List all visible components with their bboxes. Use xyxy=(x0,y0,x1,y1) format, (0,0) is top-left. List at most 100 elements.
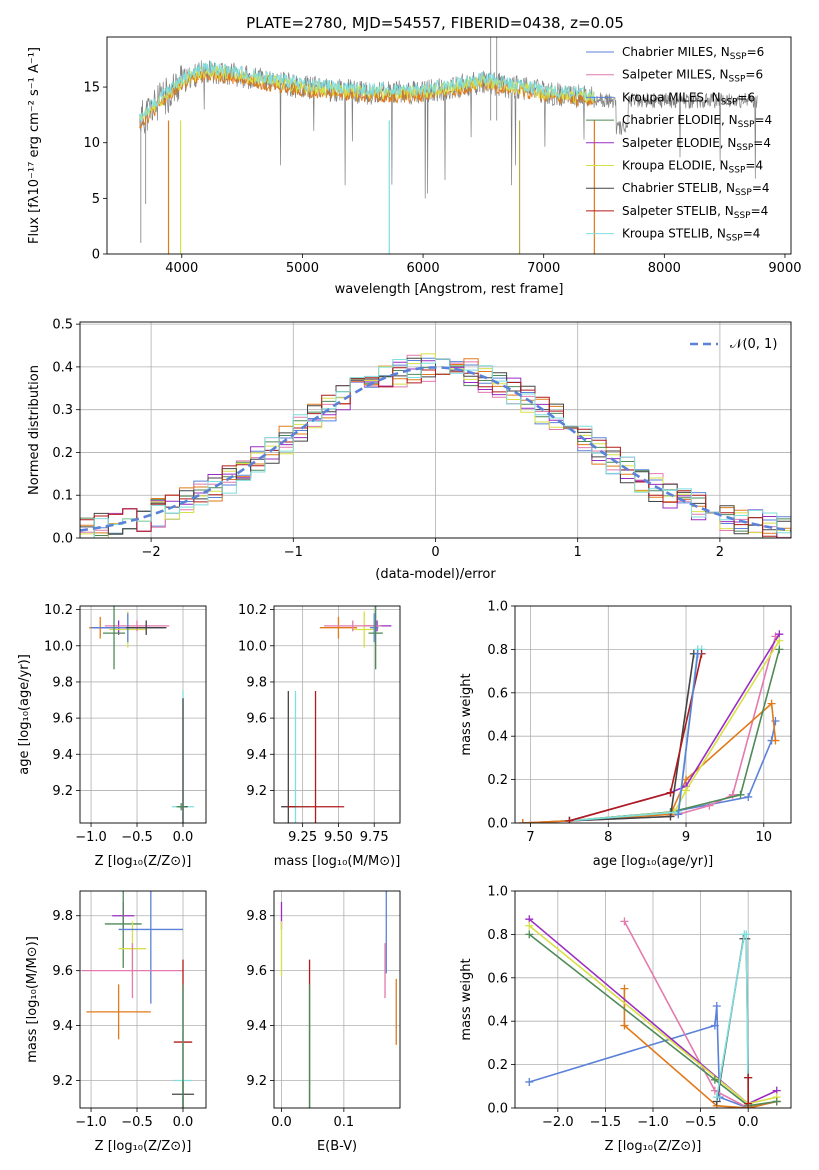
axes-frame xyxy=(79,321,792,539)
legend-name: Salpeter ELODIE, N xyxy=(622,136,736,150)
legend-subscript: SSP xyxy=(726,234,743,244)
x-tick-label: −0.5 xyxy=(685,1115,717,1130)
legend-name: Kroupa STELIB, N xyxy=(622,227,726,241)
y-axis-label: Flux [fλ10⁻¹⁷ erg cm⁻² s⁻¹ A⁻¹] xyxy=(27,47,42,244)
x-tick-label: −0.5 xyxy=(121,1115,153,1130)
legend-count: =4 xyxy=(743,227,761,241)
histogram-series xyxy=(80,367,791,538)
weight-series xyxy=(716,937,749,1102)
plot-area xyxy=(518,630,784,823)
legend-subscript: SSP xyxy=(729,75,746,85)
axes-frame xyxy=(273,605,401,824)
x-tick-label: −1.0 xyxy=(75,830,107,845)
legend-name: Kroupa ELODIE, N xyxy=(622,159,729,173)
legend-subscript: SSP xyxy=(734,211,751,221)
y-tick-label: 0.4 xyxy=(487,730,508,745)
normal-curve xyxy=(80,366,791,532)
x-tick-label: −0.5 xyxy=(121,830,153,845)
y-tick-label: 10.2 xyxy=(44,603,73,618)
weight-point xyxy=(620,984,629,993)
x-tick-label: 9 xyxy=(682,830,690,845)
weight-series xyxy=(522,701,777,823)
x-tick-label: 0.0 xyxy=(173,1115,194,1130)
x-tick-label: 7000 xyxy=(527,261,560,276)
y-tick-label: 0.4 xyxy=(52,360,73,375)
y-axis-label: mass [log₁₀(M/M⊙)] xyxy=(25,936,40,1063)
legend-name: Salpeter MILES, N xyxy=(622,68,729,82)
legend-subscript: SSP xyxy=(738,120,755,130)
x-tick-label: 9.50 xyxy=(324,830,353,845)
x-tick-label: 7 xyxy=(526,830,534,845)
legend-count: =4 xyxy=(751,204,769,218)
y-tick-label: 9.8 xyxy=(52,909,73,924)
x-tick-label: 6000 xyxy=(407,261,440,276)
y-tick-label: 1.0 xyxy=(487,885,508,900)
legend-count: =4 xyxy=(754,113,772,127)
legend-entry: Chabrier STELIB, NSSP=4 xyxy=(622,181,770,198)
y-tick-label: 0.0 xyxy=(487,1102,508,1117)
weight-point xyxy=(771,736,780,745)
plot-weight_vs_age: 7 8 9 10 0.0 0.2 0.4 0.6 0.8 1.0 age [log₁₀(age/yr… xyxy=(459,600,792,869)
axes-frame xyxy=(79,890,207,1109)
plot-age_vs_Z: −1.0 −0.5 0.0 9.2 9.4 9.6 9.8 10.0 10.2 Z [log₁₀(… xyxy=(17,603,207,869)
weight-point xyxy=(712,1093,721,1102)
legend-entry: Kroupa STELIB, NSSP=4 xyxy=(622,227,760,244)
legend-entry: Salpeter MILES, NSSP=6 xyxy=(622,68,763,85)
plot-weight_vs_Z: −2.0 −1.5 −1.0 −0.5 0.0 0.0 0.2 0.4 0.6 0.8 1.0 Z [… xyxy=(459,885,792,1154)
legend-entry: Chabrier MILES, NSSP=6 xyxy=(622,45,764,62)
y-tick-label: 9.2 xyxy=(246,784,267,799)
x-axis-label: Z [log₁₀(Z/Z⊙)] xyxy=(95,854,192,869)
y-tick-label: 9.6 xyxy=(246,964,267,979)
y-tick-label: 0.8 xyxy=(487,928,508,943)
y-tick-label: 9.6 xyxy=(52,712,73,727)
weight-series xyxy=(677,653,699,815)
plot-mass_vs_ebv: 0.0 0.1 9.2 9.4 9.6 9.8 E(B-V) xyxy=(246,890,401,1154)
y-tick-label: 0.2 xyxy=(52,446,73,461)
x-tick-label: −1.0 xyxy=(75,1115,107,1130)
plot-age_vs_mass: 9.25 9.50 9.75 9.2 9.4 9.6 9.8 10.0 10.2 mass [lo… xyxy=(238,603,401,869)
weight-point xyxy=(674,810,683,819)
weight-point xyxy=(744,1099,753,1108)
x-tick-label: 9000 xyxy=(768,261,801,276)
weight-point xyxy=(767,699,776,708)
y-tick-label: 0.3 xyxy=(52,403,73,418)
y-tick-label: 0.1 xyxy=(52,489,73,504)
y-tick-label: 10.0 xyxy=(238,639,267,654)
y-tick-label: 0.4 xyxy=(487,1015,508,1030)
x-tick-label: −1 xyxy=(284,545,303,560)
y-tick-label: 10.2 xyxy=(238,603,267,618)
plot-area xyxy=(525,915,781,1108)
axes-frame xyxy=(79,605,207,824)
y-tick-label: 0.5 xyxy=(52,318,73,333)
weight-point xyxy=(525,1077,534,1086)
y-tick-label: 0 xyxy=(92,248,100,263)
legend-count: =6 xyxy=(738,90,756,104)
axes-frame xyxy=(273,890,401,1109)
legend-entry: 𝒩(0, 1) xyxy=(730,337,777,352)
legend-name: Chabrier MILES, N xyxy=(622,45,730,59)
y-tick-label: 0.0 xyxy=(52,532,73,547)
y-tick-label: 15 xyxy=(83,81,100,96)
legend-count: =6 xyxy=(745,68,763,82)
x-tick-label: 2 xyxy=(716,545,724,560)
x-axis-label: (data-model)/error xyxy=(375,567,496,582)
y-axis-label: age [log₁₀(age/yr)] xyxy=(17,654,32,775)
x-tick-label: 1 xyxy=(574,545,582,560)
x-tick-label: 4000 xyxy=(165,261,198,276)
axes-frame xyxy=(106,36,792,255)
x-axis-label: Z [log₁₀(Z/Z⊙)] xyxy=(605,1139,702,1154)
x-tick-label: 8 xyxy=(604,830,612,845)
y-tick-label: 10 xyxy=(83,136,100,151)
legend-subscript: SSP xyxy=(730,52,747,62)
x-axis-label: age [log₁₀(age/yr)] xyxy=(593,854,714,869)
plot-area xyxy=(139,37,758,254)
legend-entry: Salpeter STELIB, NSSP=4 xyxy=(622,204,768,221)
legend-subscript: SSP xyxy=(721,97,738,107)
y-axis-label: mass weight xyxy=(459,673,474,755)
weight-point xyxy=(744,1073,753,1082)
plot-residuals: −2 −1 0 1 2 0.0 0.1 0.2 0.3 0.4 0.5 (data-model)/er… xyxy=(27,318,792,582)
legend-subscript: SSP xyxy=(735,188,752,198)
weight-point xyxy=(682,786,691,795)
legend-name: Chabrier ELODIE, N xyxy=(622,113,738,127)
